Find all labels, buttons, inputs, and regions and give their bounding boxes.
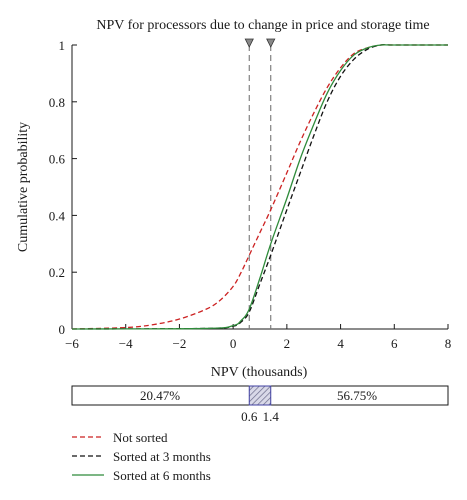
legend-label: Sorted at 6 months	[113, 468, 211, 483]
threshold-marker	[266, 38, 276, 48]
series-lines	[71, 44, 448, 330]
x-tick-labels: −6 −4 −2 0 2 4 6 8	[65, 336, 451, 351]
x-tick-label: 4	[337, 336, 344, 351]
threshold-marker	[244, 38, 254, 48]
threshold-lines	[244, 38, 276, 329]
x-tick-label: −6	[65, 336, 79, 351]
y-tick-label: 0.6	[49, 152, 66, 167]
x-tick-label: 6	[391, 336, 398, 351]
legend-label: Not sorted	[113, 430, 168, 445]
marker-label-low: 0.6	[241, 409, 258, 424]
probability-bar: 20.47% 56.75% 0.6 1.4	[71, 385, 449, 424]
probability-bar-left-label: 20.47%	[140, 388, 180, 403]
probability-bar-overlap-band	[248, 385, 272, 406]
axes	[71, 44, 449, 330]
x-tick-label: −2	[173, 336, 187, 351]
legend: Not sorted Sorted at 3 months Sorted at 6 …	[72, 430, 211, 483]
y-tick-label: 0.2	[49, 265, 65, 280]
y-tick-label: 0.4	[49, 208, 66, 223]
marker-label-high: 1.4	[263, 409, 280, 424]
series-line-3	[71, 44, 448, 330]
y-tick-label: 1	[59, 38, 66, 53]
y-tick-labels: 0 0.2 0.4 0.6 0.8 1	[49, 38, 66, 337]
y-tick-label: 0	[59, 322, 66, 337]
y-tick-label: 0.8	[49, 95, 65, 110]
x-axis-label: NPV (thousands)	[211, 365, 308, 380]
legend-label: Sorted at 3 months	[113, 449, 211, 464]
x-tick-label: 8	[445, 336, 452, 351]
x-tick-label: 0	[230, 336, 237, 351]
y-axis-label: Cumulative probability	[16, 122, 31, 252]
series-line-2	[71, 44, 448, 330]
x-tick-label: 2	[284, 336, 291, 351]
chart-title: NPV for processors due to change in pric…	[96, 18, 429, 33]
series-line-1	[71, 44, 448, 330]
probability-bar-right-label: 56.75%	[337, 388, 377, 403]
x-tick-label: −4	[119, 336, 133, 351]
